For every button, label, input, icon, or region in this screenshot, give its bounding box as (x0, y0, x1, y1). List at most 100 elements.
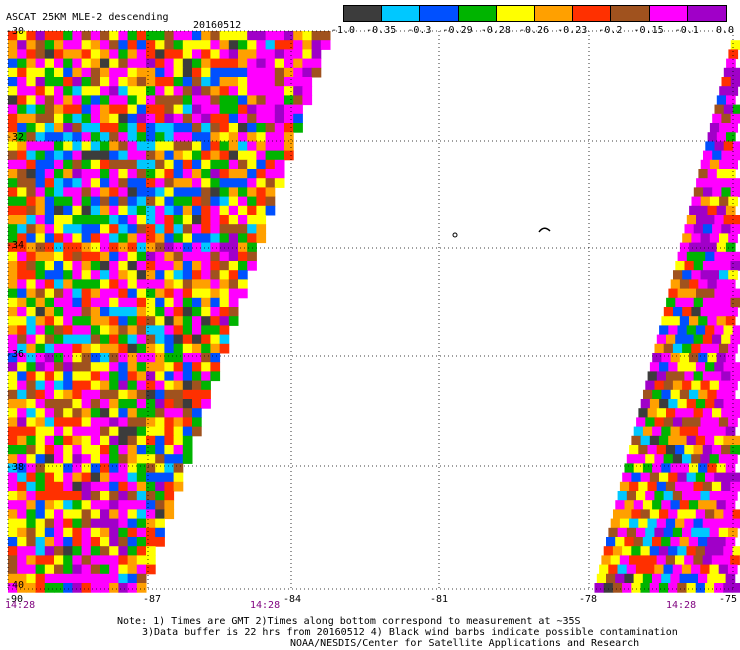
swath-cell (672, 491, 683, 501)
swath-cell (684, 481, 694, 492)
swath-cell (293, 58, 303, 69)
swath-cell (127, 141, 138, 152)
swath-cell (238, 261, 248, 271)
island-outline (452, 232, 458, 238)
swath-cell (247, 196, 257, 207)
swath-cell (17, 445, 27, 455)
swath-cell (712, 224, 722, 234)
swath-cell (247, 150, 257, 161)
swath-cell (210, 316, 221, 326)
swath-cell (686, 288, 697, 299)
swath-cell (182, 343, 193, 354)
swath-cell (201, 297, 211, 308)
swath-cell (636, 527, 646, 538)
swath-cell (695, 472, 706, 483)
swath-cell (35, 537, 46, 547)
swath-cell (155, 389, 165, 400)
swath-cell (702, 445, 713, 455)
swath-cell (247, 86, 257, 96)
swath-cell (44, 58, 55, 69)
swath-cell (155, 307, 165, 317)
swath-cell (698, 279, 708, 290)
swath-cell (72, 40, 83, 50)
swath-cell (54, 537, 64, 547)
swath-cell (164, 481, 175, 492)
swath-cell (707, 169, 718, 179)
swath-cell (700, 564, 710, 575)
swath-cell (8, 399, 18, 409)
swath-cell (17, 389, 27, 400)
swath-cell (17, 104, 27, 115)
swath-cell (201, 288, 211, 299)
swath-cell (90, 518, 101, 529)
swath-cell (645, 491, 655, 501)
swath-cell (136, 49, 147, 60)
swath-cell (90, 77, 101, 87)
swath-cell (26, 113, 37, 124)
swath-cell (100, 399, 110, 409)
swath-cell (702, 261, 713, 271)
swath-cell (72, 353, 83, 363)
swath-cell (26, 288, 37, 299)
swath-cell (716, 242, 727, 253)
swath-cell (146, 509, 156, 520)
swath-cell (72, 527, 83, 538)
swath-cell (100, 527, 110, 538)
swath-cell (265, 95, 276, 106)
swath-cell (238, 132, 248, 142)
swath-cell (228, 86, 239, 96)
swath-cell (118, 141, 129, 152)
swath-cell (238, 141, 248, 152)
swath-cell (90, 95, 101, 106)
swath-cell (716, 316, 727, 326)
swath-cell (35, 242, 46, 253)
swath-cell (684, 555, 694, 566)
swath-cell (54, 132, 64, 142)
swath-cell (247, 123, 257, 133)
swath-cell (256, 205, 267, 216)
swath-cell (26, 159, 37, 170)
swath-cell (712, 150, 722, 161)
swath-cell (63, 463, 73, 474)
swath-cell (155, 417, 165, 428)
swath-cell (689, 389, 699, 400)
swath-cell (26, 205, 37, 216)
swath-cell (63, 132, 73, 142)
swath-cell (670, 500, 681, 510)
swath-cell (146, 205, 156, 216)
swath-cell (718, 564, 729, 575)
swath-cell (201, 31, 211, 41)
swath-cell (8, 31, 18, 41)
swath-cell (44, 288, 55, 299)
swath-cell (173, 113, 184, 124)
swath-cell (44, 307, 55, 317)
swath-cell (109, 527, 119, 538)
swath-cell (675, 481, 685, 492)
swath-cell (44, 187, 55, 198)
swath-cell (201, 196, 211, 207)
swath-cell (256, 224, 267, 234)
swath-cell (8, 362, 18, 372)
swath-cell (665, 481, 676, 492)
swath-cell (136, 104, 147, 115)
swath-cell (210, 205, 221, 216)
swath-cell (679, 242, 690, 253)
swath-cell (219, 178, 230, 188)
swath-cell (17, 169, 27, 179)
swath-cell (17, 426, 27, 437)
swath-cell (640, 583, 651, 593)
swath-cell (63, 316, 73, 326)
swath-cell (719, 270, 729, 280)
swath-cell (705, 288, 715, 299)
swath-cell (164, 343, 175, 354)
swath-cell (136, 518, 147, 529)
swath-cell (238, 150, 248, 161)
swath-cell (109, 334, 119, 345)
swath-cell (210, 270, 221, 280)
swath-cell (238, 104, 248, 115)
swath-cell (63, 454, 73, 464)
swath-cell (81, 564, 92, 575)
swath-cell (118, 555, 129, 566)
swath-cell (8, 555, 18, 566)
colorbar-tick-label: -0.23 (557, 25, 588, 36)
